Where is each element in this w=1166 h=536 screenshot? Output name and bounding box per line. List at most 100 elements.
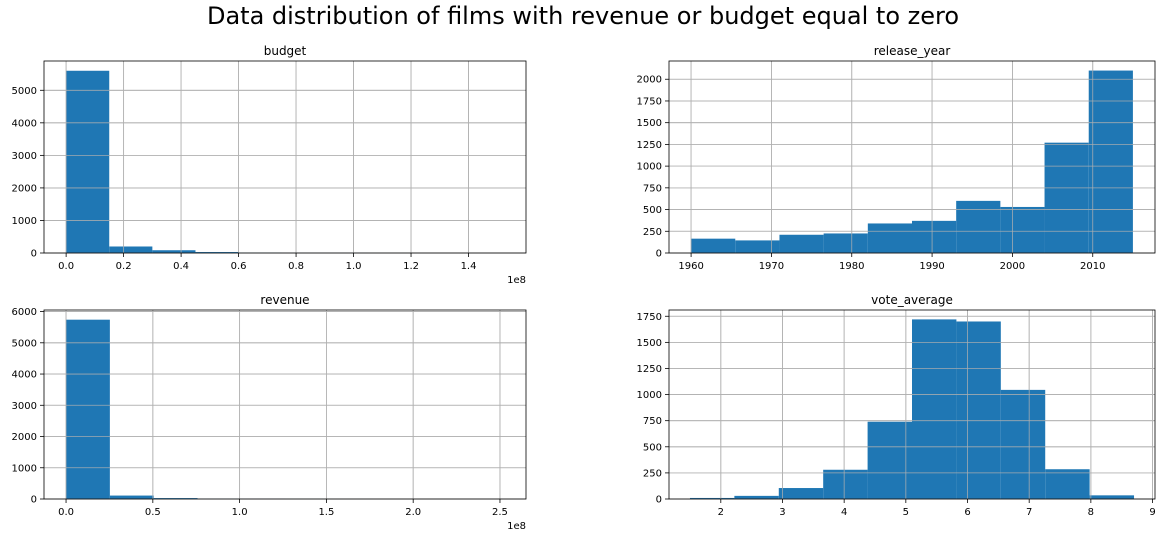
chart-3-ytick-label: 1750 bbox=[637, 312, 662, 323]
chart-0-xtick-label: 1.0 bbox=[346, 261, 362, 272]
chart-2-ytick-label: 6000 bbox=[12, 307, 37, 318]
chart-3-ytick-label: 1500 bbox=[637, 338, 662, 349]
chart-3-bar bbox=[778, 488, 824, 499]
chart-3-bar bbox=[867, 421, 912, 499]
chart-1-xtick-label: 1960 bbox=[678, 261, 703, 272]
chart-1-xtick-label: 1990 bbox=[919, 261, 944, 272]
chart-0-ytick-label: 2000 bbox=[12, 183, 37, 194]
chart-2-xtick-label: 0.0 bbox=[58, 507, 74, 518]
chart-1-ytick-label: 0 bbox=[656, 249, 662, 260]
chart-0-bar bbox=[152, 250, 196, 253]
chart-1-ytick-label: 1000 bbox=[637, 162, 662, 173]
chart-3-xtick-label: 9 bbox=[1149, 507, 1155, 518]
chart-3-ytick-label: 750 bbox=[643, 416, 662, 427]
chart-3-bar bbox=[734, 495, 779, 499]
chart-0-frame bbox=[43, 60, 527, 254]
chart-3-axes: 2 3 4 5 6 7 8 9 0 250 500 750 1000 1250 1500 1750 vote_a… bbox=[637, 293, 1156, 518]
chart-1-bar bbox=[691, 238, 736, 253]
chart-3-bar bbox=[1045, 469, 1090, 499]
chart-3-ytick-label: 1250 bbox=[637, 364, 662, 375]
chart-2-xtick-label: 2.0 bbox=[405, 507, 421, 518]
chart-0-bar bbox=[109, 246, 153, 253]
chart-3-xtick-label: 8 bbox=[1088, 507, 1094, 518]
chart-1-ytick-label: 500 bbox=[643, 205, 662, 216]
chart-1-bar bbox=[1000, 206, 1045, 253]
chart-0-bar bbox=[66, 70, 110, 253]
chart-3-bar bbox=[823, 469, 868, 499]
chart-3-ytick-label: 500 bbox=[643, 442, 662, 453]
figure-title: Data distribution of films with revenue … bbox=[206, 2, 960, 30]
chart-0-xtick-label: 0.6 bbox=[231, 261, 247, 272]
chart-0-xtick-label: 0.4 bbox=[173, 261, 189, 272]
chart-1-xtick-label: 2000 bbox=[1000, 261, 1025, 272]
chart-1-bar bbox=[1088, 70, 1133, 253]
chart-1-ytick-label: 750 bbox=[643, 183, 662, 194]
chart-0-ytick-label: 3000 bbox=[12, 151, 37, 162]
chart-0-bar bbox=[195, 252, 239, 253]
chart-1-xtick-label: 1970 bbox=[759, 261, 784, 272]
chart-1-ytick-label: 250 bbox=[643, 227, 662, 238]
chart-2-ytick-label: 0 bbox=[31, 495, 37, 506]
chart-0-xtick-label: 1.4 bbox=[461, 261, 477, 272]
chart-2-ytick-label: 5000 bbox=[12, 338, 37, 349]
chart-1-title: release_year bbox=[874, 44, 951, 58]
chart-0-axes: 0.0 0.2 0.4 0.6 0.8 1.0 1.2 1.4 0 1000 2000 3000 400… bbox=[12, 44, 527, 286]
chart-3-xtick-label: 3 bbox=[779, 507, 785, 518]
chart-1-bar bbox=[823, 233, 868, 253]
chart-2-xtick-label: 1.0 bbox=[232, 507, 248, 518]
chart-0-ytick-label: 5000 bbox=[12, 86, 37, 97]
chart-3-bar bbox=[1089, 495, 1135, 499]
chart-3-xtick-label: 2 bbox=[718, 507, 724, 518]
chart-1-axes: 1960 1970 1980 1990 2000 2010 0 250 500 750 1000 12… bbox=[637, 44, 1156, 272]
chart-2-xtick-label: 1.5 bbox=[318, 507, 334, 518]
chart-1-xtick-label: 2010 bbox=[1080, 261, 1105, 272]
chart-0-ytick-label: 1000 bbox=[12, 216, 37, 227]
chart-3-ytick-label: 1000 bbox=[637, 390, 662, 401]
chart-1-bar bbox=[1044, 142, 1089, 253]
chart-2-bar bbox=[153, 498, 198, 499]
chart-3-xtick-label: 7 bbox=[1026, 507, 1032, 518]
chart-3-bar bbox=[956, 321, 1001, 499]
chart-1-ytick-label: 1250 bbox=[637, 140, 662, 151]
chart-0-xtick-label: 0.2 bbox=[116, 261, 132, 272]
chart-3-bar bbox=[912, 319, 957, 499]
chart-2-ytick-label: 1000 bbox=[12, 463, 37, 474]
chart-1-bar bbox=[912, 220, 957, 253]
chart-2-title: revenue bbox=[260, 293, 309, 307]
chart-2-axes: 0.0 0.5 1.0 1.5 2.0 2.5 0 1000 2000 3000 4000 5000 6… bbox=[12, 293, 527, 532]
chart-2-ytick-label: 4000 bbox=[12, 370, 37, 381]
chart-3-ytick-label: 250 bbox=[643, 468, 662, 479]
chart-3-xtick-label: 4 bbox=[841, 507, 847, 518]
chart-3-frame bbox=[668, 309, 1156, 500]
chart-2-xtick-label: 2.5 bbox=[492, 507, 508, 518]
chart-3-title: vote_average bbox=[871, 293, 953, 307]
chart-3-bar bbox=[1000, 389, 1046, 499]
chart-0-ytick-label: 4000 bbox=[12, 118, 37, 129]
chart-1-frame bbox=[668, 60, 1156, 254]
chart-2-ytick-label: 3000 bbox=[12, 401, 37, 412]
chart-0-xtick-label: 1.2 bbox=[403, 261, 419, 272]
chart-1-bar bbox=[779, 234, 824, 253]
chart-2-bar bbox=[66, 319, 110, 499]
chart-3-xtick-label: 6 bbox=[964, 507, 970, 518]
chart-2-bar bbox=[109, 495, 154, 499]
chart-2-x-offset-text: 1e8 bbox=[507, 521, 526, 532]
chart-0-xtick-label: 0.8 bbox=[288, 261, 304, 272]
chart-2-xtick-label: 0.5 bbox=[145, 507, 161, 518]
chart-3-bar bbox=[689, 497, 735, 499]
chart-3-ytick-label: 0 bbox=[656, 495, 662, 506]
chart-1-xtick-label: 1980 bbox=[839, 261, 864, 272]
chart-0-ytick-label: 0 bbox=[31, 249, 37, 260]
chart-2-frame bbox=[43, 309, 527, 500]
chart-3-xtick-label: 5 bbox=[903, 507, 909, 518]
chart-0-title: budget bbox=[264, 44, 307, 58]
chart-1-bar bbox=[956, 200, 1001, 253]
chart-2-ytick-label: 2000 bbox=[12, 432, 37, 443]
chart-1-ytick-label: 1750 bbox=[637, 96, 662, 107]
chart-1-bar bbox=[735, 240, 780, 253]
chart-1-ytick-label: 1500 bbox=[637, 118, 662, 129]
chart-1-ytick-label: 2000 bbox=[637, 75, 662, 86]
chart-1-bar bbox=[867, 223, 912, 253]
chart-0-x-offset-text: 1e8 bbox=[507, 275, 526, 286]
